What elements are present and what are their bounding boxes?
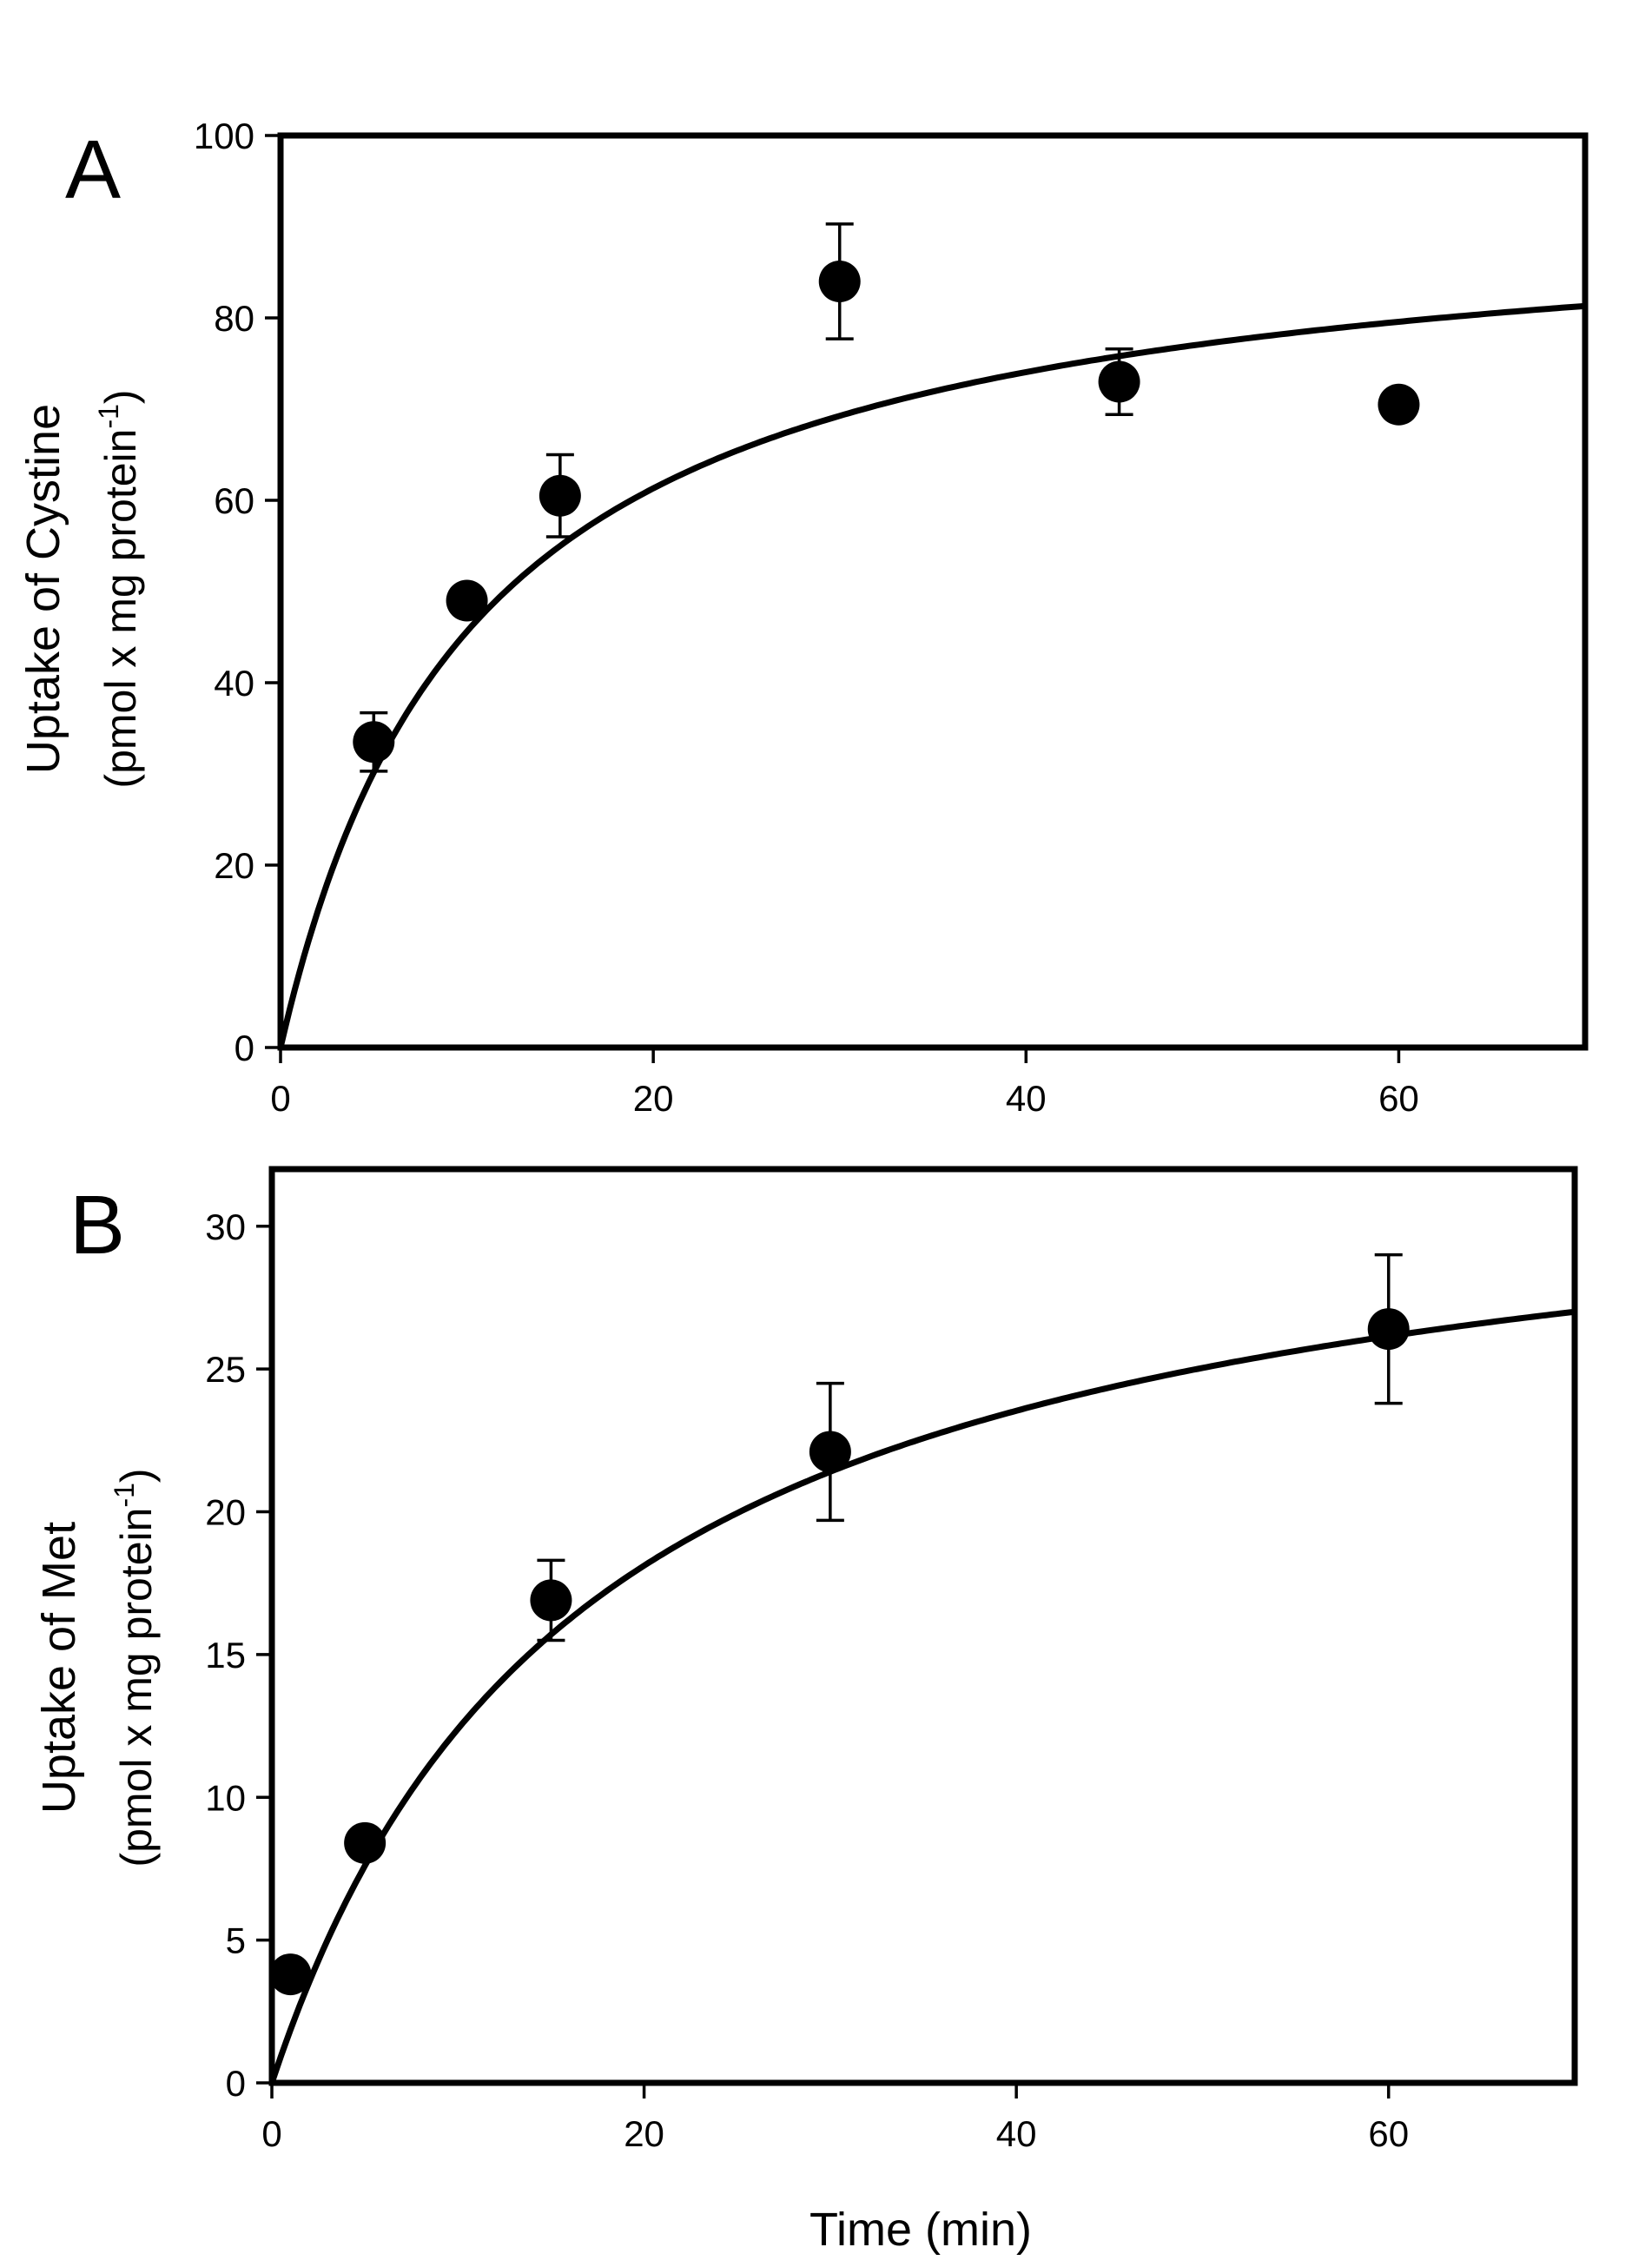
panel-a-ylabel-units-close: ) xyxy=(96,389,145,404)
panel-a-data-point xyxy=(353,721,395,763)
panel-a-data-point xyxy=(818,261,861,302)
panel-b-fit-curve xyxy=(268,1308,1576,2085)
panel-b: B Uptake of Met (pmol x mg protein-1) 0 2… xyxy=(33,1166,1578,2256)
panel-b-data-point xyxy=(1367,1308,1410,1351)
panel-a-y-axis-title: Uptake of Cystine (pmol x mg protein-1) xyxy=(17,389,145,788)
panel-b-y-tick-label: 0 xyxy=(226,2063,246,2104)
panel-b-y-tick-label: 15 xyxy=(205,1635,246,1675)
panel-a-ylabel-units-sup: -1 xyxy=(93,404,124,428)
panel-b-y-tick-label: 10 xyxy=(205,1777,246,1818)
panel-a-points xyxy=(353,222,1420,773)
panel-a-ticks: 0 20 40 60 0 20 40 60 80 100 xyxy=(194,116,1419,1119)
panel-a-data-point xyxy=(1378,383,1420,426)
panel-b-label: B xyxy=(69,1179,125,1272)
panel-b-data-point xyxy=(344,1821,387,1864)
panel-b-ylabel: Uptake of Met xyxy=(33,1522,85,1814)
panel-b-frame xyxy=(268,1166,1578,2086)
panel-a-x-tick-label: 60 xyxy=(1378,1078,1419,1119)
panel-a-fit-curve xyxy=(277,302,1586,1048)
panel-a-data-point xyxy=(539,474,581,517)
panel-a-data-point xyxy=(1098,360,1140,403)
panel-b-y-tick-label: 30 xyxy=(205,1206,246,1247)
panel-b-ticks: 0 20 40 60 0 5 10 15 20 25 30 xyxy=(205,1206,1409,2154)
panel-b-ylabel-units-close: ) xyxy=(112,1468,161,1483)
panel-a-ylabel-units: (pmol x mg protein-1) xyxy=(93,389,145,788)
panel-a-y-tick-label: 60 xyxy=(214,480,254,521)
panel-b-y-tick-label: 5 xyxy=(226,1920,246,1961)
panel-a-x-tick-label: 0 xyxy=(270,1078,290,1119)
panel-b-ylabel-units: (pmol x mg protein-1) xyxy=(109,1468,161,1867)
panel-b-x-tick-label: 0 xyxy=(261,2113,281,2154)
panel-a-ylabel: Uptake of Cystine xyxy=(17,404,69,774)
panel-b-y-tick-label: 25 xyxy=(205,1349,246,1390)
panel-a-y-tick-label: 40 xyxy=(214,663,254,704)
panel-a-label: A xyxy=(65,123,121,216)
panel-b-data-point xyxy=(269,1953,312,1996)
panel-b-ylabel-units-sup: -1 xyxy=(109,1483,140,1507)
panel-b-points xyxy=(269,1252,1410,1996)
panel-a-y-tick-label: 100 xyxy=(194,116,254,156)
panel-b-ylabel-units-main: (pmol x mg protein xyxy=(112,1508,161,1867)
panel-b-y-axis-title: Uptake of Met (pmol x mg protein-1) xyxy=(33,1468,161,1867)
panel-b-y-tick-label: 20 xyxy=(205,1492,246,1533)
panel-a-fit xyxy=(277,302,1586,1048)
panel-a-ylabel-units-main: (pmol x mg protein xyxy=(96,429,145,789)
panel-b-x-tick-label: 20 xyxy=(624,2113,664,2154)
panel-a-y-tick-label: 20 xyxy=(214,845,254,886)
panel-a-x-tick-label: 40 xyxy=(1006,1078,1047,1119)
panel-b-data-point xyxy=(809,1431,851,1473)
panel-b-xlabel: Time (min) xyxy=(809,2204,1032,2256)
panel-a-frame xyxy=(277,132,1589,1051)
panel-b-fit xyxy=(268,1308,1576,2085)
panel-b-x-tick-label: 40 xyxy=(996,2113,1037,2154)
panel-a-y-tick-label: 0 xyxy=(235,1028,254,1068)
panel-a-y-tick-label: 80 xyxy=(214,298,254,339)
panel-a-x-tick-label: 20 xyxy=(633,1078,674,1119)
panel-a-data-point xyxy=(446,579,488,622)
panel-b-x-tick-label: 60 xyxy=(1368,2113,1409,2154)
panel-b-data-point xyxy=(530,1579,572,1622)
panel-a: A Uptake of Cystine (pmol x mg protein-1… xyxy=(17,116,1589,1119)
